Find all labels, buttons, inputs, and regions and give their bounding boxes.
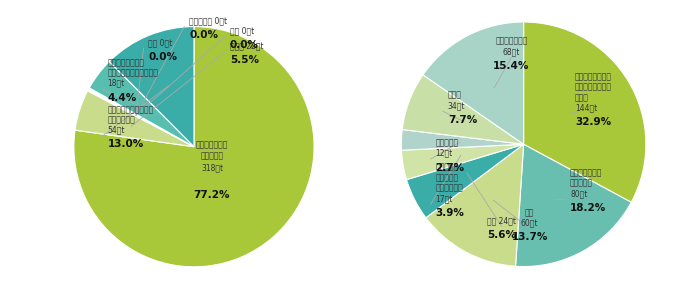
Text: 0.0%: 0.0% — [189, 30, 218, 40]
Wedge shape — [89, 61, 194, 147]
Text: 電気・電子機器／
電線・ケーブル／
機械等
144万t: 電気・電子機器／ 電線・ケーブル／ 機械等 144万t — [575, 72, 612, 113]
Wedge shape — [89, 88, 194, 147]
Text: 32.9%: 32.9% — [575, 117, 611, 127]
Text: 農林・水産
12万t: 農林・水産 12万t — [435, 138, 459, 158]
Text: 建材
60万t: 建材 60万t — [521, 208, 538, 228]
Wedge shape — [75, 91, 194, 147]
Text: 電気・電子機器／
電線・ケーブル／機械等
18万t: 電気・電子機器／ 電線・ケーブル／機械等 18万t — [108, 58, 159, 88]
Text: 7.7%: 7.7% — [448, 115, 477, 125]
Text: 家庭用品／
衣類履物／
家具／玩具等
17万t: 家庭用品／ 衣類履物／ 家具／玩具等 17万t — [435, 163, 463, 203]
Text: 77.2%: 77.2% — [194, 190, 230, 200]
Text: 0.0%: 0.0% — [230, 40, 259, 50]
Wedge shape — [88, 90, 194, 147]
Text: 家庭用品／衣類履物／
家具／玩具等
54万t: 家庭用品／衣類履物／ 家具／玩具等 54万t — [108, 105, 154, 135]
Text: 包装・容器等／
コンテナ類
80万t: 包装・容器等／ コンテナ類 80万t — [570, 168, 602, 198]
Text: 15.4%: 15.4% — [493, 61, 529, 71]
Text: その他
34万t: その他 34万t — [448, 91, 465, 110]
Text: 包装・容器等／
コンテナ類
318万t: 包装・容器等／ コンテナ類 318万t — [196, 141, 228, 172]
Wedge shape — [423, 22, 524, 144]
Wedge shape — [402, 129, 524, 150]
Wedge shape — [426, 144, 524, 266]
Text: 建材 0万t: 建材 0万t — [148, 38, 172, 47]
Text: 3.9%: 3.9% — [435, 208, 464, 218]
Text: その他 22万t: その他 22万t — [230, 42, 264, 51]
Text: 5.5%: 5.5% — [230, 55, 259, 65]
Wedge shape — [524, 22, 646, 202]
Text: 5.6%: 5.6% — [487, 230, 516, 240]
Text: 13.0%: 13.0% — [108, 139, 144, 150]
Wedge shape — [402, 144, 524, 180]
Text: 13.7%: 13.7% — [511, 232, 548, 242]
Text: 農林・水産 0万t: 農林・水産 0万t — [189, 16, 227, 25]
Text: 輸送 0万t: 輸送 0万t — [230, 26, 254, 35]
Text: 輸送 24万t: 輸送 24万t — [487, 216, 516, 225]
Text: 18.2%: 18.2% — [570, 203, 607, 213]
Text: 2.7%: 2.7% — [435, 163, 464, 173]
Wedge shape — [406, 144, 524, 218]
Wedge shape — [109, 26, 194, 147]
Wedge shape — [74, 26, 314, 267]
Text: 生産・加工ロス
68万t: 生産・加工ロス 68万t — [495, 37, 528, 56]
Wedge shape — [402, 75, 524, 144]
Text: 4.4%: 4.4% — [108, 93, 137, 103]
Text: 0.0%: 0.0% — [148, 52, 177, 62]
Wedge shape — [515, 144, 631, 267]
Wedge shape — [88, 89, 194, 147]
